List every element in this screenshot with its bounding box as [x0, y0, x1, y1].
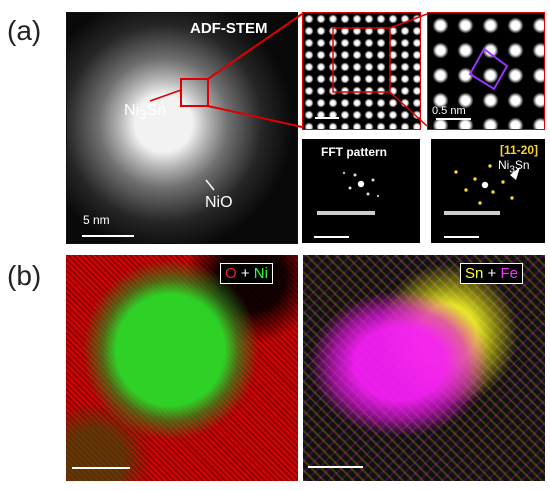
zoom-scale-bar: [436, 118, 471, 120]
nio-label: NiO: [205, 194, 233, 211]
map-right-fe: Fe: [500, 265, 518, 282]
fft-indexed-spots: [444, 164, 520, 238]
map-left-o: O: [225, 265, 237, 282]
map-left-plus: +: [236, 265, 254, 282]
lattice-zoom-image: [427, 12, 545, 130]
ni3sn-label-end: Sn: [146, 102, 167, 119]
ni3sn-label-base: Ni: [124, 102, 140, 119]
ni3sn-label: Ni3Sn: [124, 102, 166, 122]
panel-a-label: (a): [7, 15, 42, 46]
map-right-plus: +: [483, 265, 501, 282]
zone-axis-label: [11-20]: [500, 143, 539, 157]
fft-ni3sn-base: Ni: [498, 158, 510, 172]
main-scale-bar: [82, 235, 134, 237]
ni3sn-arrow: [149, 89, 182, 102]
selection-box-lattice: [332, 27, 391, 93]
zoom-line-bottom: [207, 105, 303, 128]
panel-b-label: (b): [7, 260, 42, 291]
map-right-label: Sn + Fe: [460, 263, 523, 284]
adf-stem-title: ADF-STEM: [190, 20, 268, 37]
fft-pattern-image: [302, 139, 420, 243]
tin-iron-map: [303, 255, 545, 481]
map-left-label: O + Ni: [220, 263, 273, 284]
zoom-line-top: [207, 13, 303, 80]
zoom-line-lattice-top: [389, 13, 428, 29]
scale-bar-lattice: [315, 117, 339, 119]
lattice-image: [302, 12, 421, 130]
map-right-sn: Sn: [465, 265, 484, 282]
zoom-line-lattice-bottom: [389, 91, 428, 127]
oxygen-nickel-map: [66, 255, 298, 481]
fft-spots: [314, 171, 380, 238]
selection-box-main: [180, 78, 209, 107]
fft-ni3sn-sub: 3: [509, 164, 515, 176]
main-scale-label: 5 nm: [83, 213, 110, 227]
nio-arrow: [205, 179, 215, 191]
unit-cell-outline: [468, 47, 509, 91]
map-left-scale-bar: [72, 467, 130, 469]
map-right-scale-bar: [308, 466, 363, 468]
fft-indexed-image: [431, 139, 545, 243]
zoom-scale-label: 0.5 nm: [432, 105, 466, 117]
adf-stem-image: [66, 12, 298, 244]
map-left-ni: Ni: [253, 265, 268, 282]
panel-a-overlays: [149, 13, 520, 238]
ni3sn-label-sub: 3: [139, 107, 147, 123]
fft-pattern-title: FFT pattern: [321, 145, 387, 159]
